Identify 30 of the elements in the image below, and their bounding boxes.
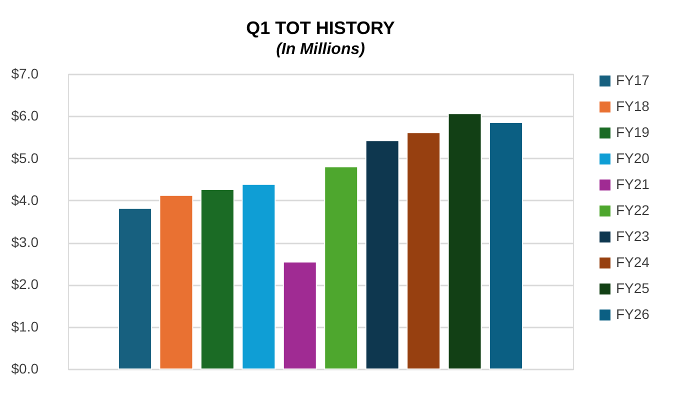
legend-label: FY21 (616, 176, 650, 192)
y-tick-label: $3.0 (11, 234, 39, 250)
y-tick-label: $0.0 (11, 360, 39, 376)
y-tick-label: $6.0 (11, 108, 39, 124)
legend-label: FY18 (616, 98, 650, 114)
legend-label: FY26 (616, 306, 650, 322)
chart-title: Q1 TOT HISTORY (246, 18, 395, 38)
legend-label: FY20 (616, 150, 650, 166)
bar (118, 208, 152, 370)
bar (200, 188, 234, 370)
bar (242, 184, 276, 370)
legend-label: FY22 (616, 202, 650, 218)
bar (406, 132, 441, 370)
bar (159, 194, 194, 370)
bar (324, 166, 358, 370)
legend-label: FY23 (616, 228, 650, 244)
bar (365, 140, 400, 370)
y-tick-label: $5.0 (11, 150, 39, 166)
chart-subtitle: (In Millions) (276, 41, 365, 58)
y-tick-label: $7.0 (11, 66, 39, 82)
legend-label: FY19 (616, 124, 650, 140)
y-tick-label: $1.0 (11, 318, 39, 334)
y-tick-label: $2.0 (11, 276, 39, 292)
bar (282, 261, 317, 370)
legend-label: FY17 (616, 72, 650, 88)
legend-label: FY25 (616, 280, 650, 296)
legend-label: FY24 (616, 254, 650, 270)
bar (448, 113, 482, 370)
y-tick-label: $4.0 (11, 192, 39, 208)
bar (489, 122, 523, 370)
